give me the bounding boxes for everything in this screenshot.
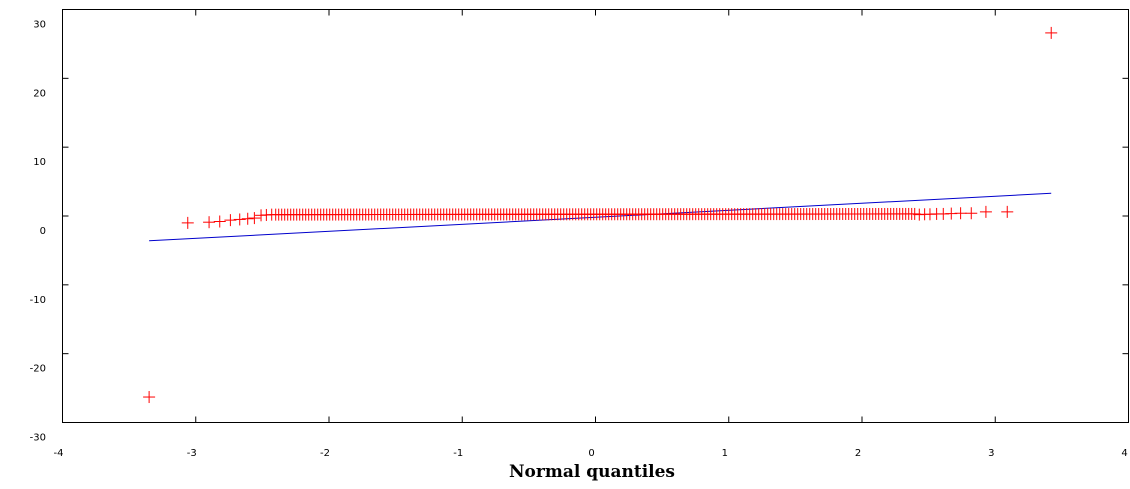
data-point [181, 216, 194, 229]
plot-frame [62, 9, 1129, 423]
x-tick-label: 4 [1121, 448, 1127, 459]
x-tick-label: 3 [988, 448, 994, 459]
x-tick-label: -4 [54, 448, 64, 459]
y-tick-label: 30 [33, 20, 46, 31]
data-point-band [908, 207, 921, 220]
x-tick-label: -2 [320, 448, 330, 459]
data-point [203, 216, 216, 229]
x-tick-label: 2 [855, 448, 861, 459]
data-point [965, 207, 978, 220]
x-tick-labels: -4 -3 -2 -1 0 1 2 3 4 [54, 448, 1128, 459]
data-point [233, 213, 246, 226]
y-tick-label: 0 [40, 226, 46, 237]
data-points [143, 26, 1058, 404]
y-tick-label: -10 [30, 295, 46, 306]
data-point [241, 212, 254, 225]
x-axis-title: Normal quantiles [509, 462, 675, 482]
y-tick-labels: -30 -20 -10 0 10 20 30 [30, 20, 46, 444]
data-point [213, 215, 226, 228]
data-point [248, 212, 261, 225]
y-tick-label: 10 [33, 157, 46, 168]
data-point [954, 207, 967, 220]
x-tick-label: 1 [722, 448, 728, 459]
x-tick-label: 0 [588, 448, 594, 459]
data-point [224, 214, 237, 227]
data-point [143, 391, 156, 404]
data-point [1045, 26, 1058, 39]
x-tick-label: -1 [453, 448, 463, 459]
y-tick-label: 20 [33, 88, 46, 99]
y-tick-label: -30 [30, 433, 46, 444]
y-tick-label: -20 [30, 364, 46, 375]
x-tick-label: -3 [187, 448, 197, 459]
axis-ticks [62, 9, 1129, 423]
data-point [979, 205, 992, 218]
data-point [1001, 205, 1014, 218]
